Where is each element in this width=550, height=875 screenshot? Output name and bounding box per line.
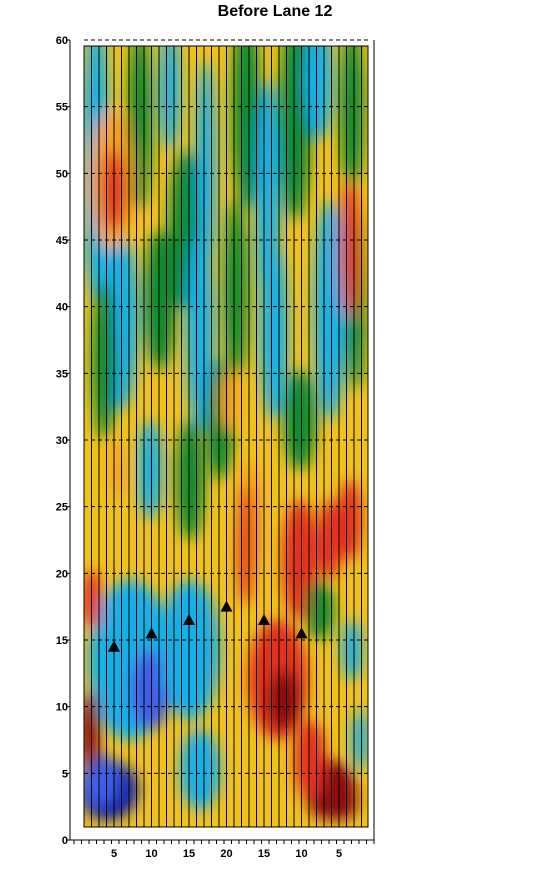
y-tick-label: 25 [56,502,68,514]
y-tick-label: 35 [56,368,68,380]
heat-blob [110,440,126,500]
chart-title: Before Lane 12 [218,3,333,20]
y-tick-label: 0 [62,835,68,847]
heat-blob [220,370,240,430]
heat-blob [294,720,326,800]
y-tick-label: 60 [56,35,68,47]
heat-blob [238,485,254,605]
heat-blob [224,200,248,380]
x-tick-label: 20 [220,848,232,860]
triangle-marker [295,627,308,639]
triangle-marker [258,614,270,625]
heat-blob [92,280,116,440]
y-tick-label: 55 [56,102,68,114]
heat-blob [279,46,311,220]
triangle-marker [145,627,158,639]
y-tick-label: 15 [56,635,68,647]
y-tick-label: 10 [56,702,68,714]
heat-blob [268,670,300,730]
heat-blob [160,46,180,150]
marker-layer [108,600,308,652]
x-tick-label: 10 [145,848,157,860]
x-axis: 5 10 15 20 15 10 5 [73,840,375,860]
heat-blob [144,230,176,370]
heat-blob [342,620,362,680]
heat-blob [160,580,220,720]
y-axis: 0 5 10 15 20 25 30 35 40 45 50 55 60 [56,35,70,847]
x-tick-label: 15 [183,848,195,860]
heat-blob [138,420,162,520]
heat-blob [232,46,260,210]
heat-blob [326,780,358,820]
heat-blob [338,480,362,560]
x-tick-label: 15 [258,848,270,860]
heat-blob [130,650,170,730]
horizontal-gridlines [84,39,368,774]
heat-blob [84,570,102,630]
triangle-marker [183,614,195,625]
y-tick-label: 40 [56,302,68,314]
y-tick-label: 20 [56,568,68,580]
y-tick-label: 5 [62,768,68,780]
heat-blob [304,46,332,140]
x-tick-label: 10 [295,848,307,860]
x-tick-label: 5 [111,848,117,860]
heat-blob [180,730,220,810]
x-tick-label: 5 [336,848,342,860]
heat-blob [260,240,288,420]
heat-blob [176,420,204,540]
heat-blob [340,180,360,320]
heat-blob [186,230,214,430]
triangle-marker [220,600,233,612]
heat-blob [284,370,316,470]
heat-blob [340,46,364,190]
plot-inner-border [83,45,369,828]
heat-blob [128,46,152,210]
heat-blob [306,580,334,640]
y-tick-label: 45 [56,235,68,247]
y-tick-label: 50 [56,168,68,180]
heat-blob [314,200,346,420]
y-tick-label: 30 [56,435,68,447]
triangle-marker [108,640,120,652]
heat-blob [352,710,368,770]
heat-blob [84,690,100,770]
